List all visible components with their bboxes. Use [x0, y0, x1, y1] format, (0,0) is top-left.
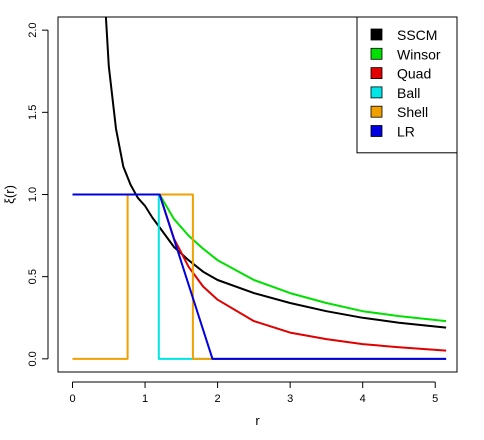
legend-label-winsor: Winsor: [397, 46, 441, 62]
plot-frame: [57, 16, 458, 373]
y-tick-label: 1.0: [27, 187, 39, 202]
y-tick-label: 1.5: [27, 105, 39, 120]
series-line-lr: [72, 193, 447, 360]
x-tick-label: 2: [215, 393, 221, 405]
y-tick-label: 2.0: [27, 22, 39, 37]
legend-label-ball: Ball: [397, 85, 420, 101]
y-tick-label: 0.0: [27, 351, 39, 366]
series-layer: [72, 17, 447, 360]
legend-swatch-quad: [370, 67, 383, 79]
x-tick-label: 1: [142, 393, 148, 405]
legend-label-quad: Quad: [397, 66, 431, 82]
legend-swatch-lr: [370, 125, 383, 137]
y-tick-label: 0.5: [27, 269, 39, 284]
series-line-sscm: [104, 17, 447, 329]
legend-label-lr: LR: [397, 124, 415, 140]
x-axis: 0 1 2 3 4 5: [69, 381, 438, 405]
legend-label-shell: Shell: [397, 104, 428, 120]
legend-label-sscm: SSCM: [397, 27, 437, 43]
legend-swatch-ball: [370, 86, 383, 99]
x-tick-label: 0: [69, 393, 75, 405]
legend-swatch-sscm: [370, 28, 383, 41]
legend: SSCM Winsor Quad Ball Shell LR: [356, 16, 458, 154]
legend-swatch-winsor: [370, 47, 383, 60]
x-tick-label: 3: [287, 393, 293, 405]
x-axis-label: r: [255, 413, 260, 428]
y-axis-label: ξ(r): [2, 185, 17, 204]
y-axis: 0.0 0.5 1.0 1.5 2.0: [27, 22, 49, 367]
series-line-winsor: [72, 193, 447, 323]
x-tick-label: 5: [432, 393, 438, 405]
x-tick-label: 4: [360, 393, 366, 405]
series-line-shell: [72, 193, 447, 360]
legend-swatch-shell: [370, 105, 383, 118]
